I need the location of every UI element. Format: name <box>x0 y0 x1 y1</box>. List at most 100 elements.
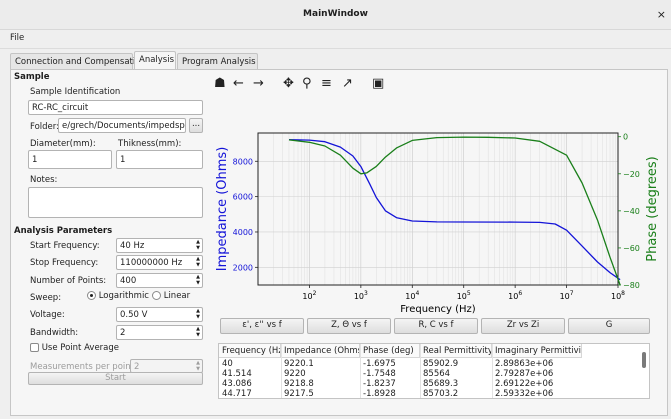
table-cell[interactable]: 85689.3 <box>423 379 459 389</box>
table-cell[interactable]: 9220 <box>284 369 306 379</box>
sweep-logarithmic-radio[interactable]: Logarithmic <box>87 291 149 301</box>
use-point-average-label: Use Point Average <box>41 343 119 353</box>
tab-connection-compensation[interactable]: Connection and Compensation <box>10 53 146 70</box>
spin-arrows-icon[interactable]: ▲ ▼ <box>196 239 200 251</box>
y2-tick-label: 0 <box>623 133 628 142</box>
table-cell[interactable]: -1.7548 <box>363 369 396 379</box>
y-axis-label: Impedance (Ohms) <box>215 147 230 272</box>
table-cell[interactable]: 9217.5 <box>284 389 314 399</box>
table-cell[interactable]: 9220.1 <box>284 359 314 369</box>
configure-subplots-icon[interactable]: ≡ <box>321 76 332 91</box>
stop-frequency-spinbox[interactable]: 110000000 Hz ▲ ▼ <box>116 255 203 270</box>
x-tick-label: 108 <box>611 290 625 301</box>
forward-arrow-icon[interactable]: → <box>253 76 264 91</box>
edit-axis-icon[interactable]: ↗ <box>342 76 353 91</box>
plot-permittivity-button[interactable]: ε', ε'' vs f <box>220 318 304 334</box>
spin-arrows-icon[interactable]: ▲ ▼ <box>196 326 200 338</box>
back-arrow-icon[interactable]: ← <box>233 76 244 91</box>
column-header-phase[interactable]: Phase (deg) <box>360 344 420 358</box>
tab-analysis[interactable]: Analysis <box>134 51 176 70</box>
phase-series-line <box>288 136 621 286</box>
results-table[interactable]: Frequency (Hz) Impedance (Ohms) Phase (d… <box>218 343 650 399</box>
sweep-linear-label: Linear <box>163 291 191 301</box>
checkbox-unchecked-icon[interactable] <box>30 343 39 352</box>
voltage-spinbox[interactable]: 0.50 V ▲ ▼ <box>116 307 203 322</box>
home-icon[interactable]: ☗ <box>214 76 226 91</box>
start-button[interactable]: Start <box>28 372 203 385</box>
measurements-per-point-value: 2 <box>134 362 140 372</box>
plot-frame <box>257 132 619 286</box>
thickness-input[interactable]: 1 <box>116 150 203 169</box>
table-cell[interactable]: 85703.2 <box>423 389 459 399</box>
table-cell[interactable]: 85902.9 <box>423 359 459 369</box>
y2-tick-label: −80 <box>623 281 640 290</box>
notes-textarea[interactable] <box>28 187 203 218</box>
number-of-points-value: 400 <box>120 276 137 286</box>
title-bar: MainWindow × <box>0 0 671 30</box>
radio-selected-icon[interactable] <box>87 291 96 300</box>
sweep-linear-radio[interactable]: Linear <box>152 291 190 301</box>
column-header-frequency[interactable]: Frequency (Hz) <box>219 344 281 358</box>
table-cell[interactable]: -1.6975 <box>363 359 396 369</box>
table-cell[interactable]: 43.086 <box>222 379 252 389</box>
voltage-label: Voltage: <box>30 310 65 320</box>
bandwidth-value: 2 <box>120 328 126 338</box>
column-divider <box>420 344 421 398</box>
menu-file[interactable]: File <box>10 33 25 43</box>
x-tick-label: 104 <box>405 290 419 301</box>
bandwidth-spinbox[interactable]: 2 ▲ ▼ <box>116 325 203 340</box>
spin-arrows-icon[interactable]: ▲ ▼ <box>196 274 200 286</box>
table-cell[interactable]: 2.59332e+06 <box>495 389 554 399</box>
y-tick-label: 4000 <box>233 228 253 237</box>
table-cell[interactable]: 2.79287e+06 <box>495 369 554 379</box>
impedance-phase-chart: 102 103 104 105 106 107 108 2000 4000 6000 8000 0 −2… <box>215 132 660 315</box>
menu-bar: File <box>0 30 671 49</box>
start-frequency-spinbox[interactable]: 40 Hz ▲ ▼ <box>116 238 203 253</box>
spin-arrows-icon[interactable]: ▲ ▼ <box>196 360 200 372</box>
radio-unselected-icon[interactable] <box>152 291 161 300</box>
start-frequency-label: Start Frequency: <box>30 241 100 251</box>
table-cell[interactable]: -1.8928 <box>363 389 396 399</box>
plot-nyquist-button[interactable]: Zr vs Zi <box>481 318 565 334</box>
table-cell[interactable]: 2.89863e+06 <box>495 359 554 369</box>
x-tick-label: 102 <box>302 290 316 301</box>
diameter-label: Diameter(mm): <box>30 139 96 149</box>
column-header-real-permittivity[interactable]: Real Permittivity <box>420 344 492 358</box>
diameter-input[interactable]: 1 <box>28 150 112 169</box>
table-cell[interactable]: 41.514 <box>222 369 252 379</box>
use-point-average-checkbox[interactable]: Use Point Average <box>30 343 119 353</box>
folder-input[interactable]: e/grech/Documents/impedspec/ <box>58 118 186 133</box>
column-header-imaginary-permittivity[interactable]: Imaginary Permittivity <box>492 344 582 358</box>
spin-arrows-icon[interactable]: ▲ ▼ <box>196 308 200 320</box>
table-cell[interactable]: 40 <box>222 359 233 369</box>
plot-g-button[interactable]: G <box>568 318 650 334</box>
table-cell[interactable]: -1.8237 <box>363 379 396 389</box>
table-cell[interactable]: 2.69122e+06 <box>495 379 554 389</box>
x-tick-label: 106 <box>508 290 522 301</box>
plot-impedance-phase-button[interactable]: Z, Θ vs f <box>307 318 391 334</box>
column-header-impedance[interactable]: Impedance (Ohms) <box>281 344 360 358</box>
stop-frequency-value: 110000000 Hz <box>120 258 183 268</box>
save-figure-icon[interactable]: ▣ <box>372 76 385 91</box>
close-icon[interactable]: × <box>656 8 666 21</box>
stop-frequency-label: Stop Frequency: <box>30 258 99 268</box>
notes-label: Notes: <box>30 175 58 185</box>
table-cell[interactable]: 85564 <box>423 369 451 379</box>
number-of-points-spinbox[interactable]: 400 ▲ ▼ <box>116 273 203 288</box>
sample-identification-input[interactable]: RC-RC_circuit <box>28 100 203 115</box>
tab-program-analysis[interactable]: Program Analysis <box>177 53 258 70</box>
y2-axis-label: Phase (degrees) <box>645 156 660 261</box>
table-scrollbar[interactable] <box>642 352 646 368</box>
table-cell[interactable]: 44.717 <box>222 389 252 399</box>
browse-folder-button[interactable]: ... <box>189 118 203 133</box>
window-title: MainWindow <box>303 9 368 19</box>
column-divider <box>360 344 361 398</box>
measurements-per-point-spinbox[interactable]: 2 ▲ ▼ <box>130 359 203 373</box>
spin-arrows-icon[interactable]: ▲ ▼ <box>196 256 200 268</box>
number-of-points-label: Number of Points: <box>30 276 107 286</box>
y-tick-label: 8000 <box>233 157 253 166</box>
zoom-icon[interactable]: ⚲ <box>302 76 312 91</box>
pan-icon[interactable]: ✥ <box>283 76 294 91</box>
table-cell[interactable]: 9218.8 <box>284 379 314 389</box>
plot-resistance-capacitance-button[interactable]: R, C vs f <box>394 318 478 334</box>
